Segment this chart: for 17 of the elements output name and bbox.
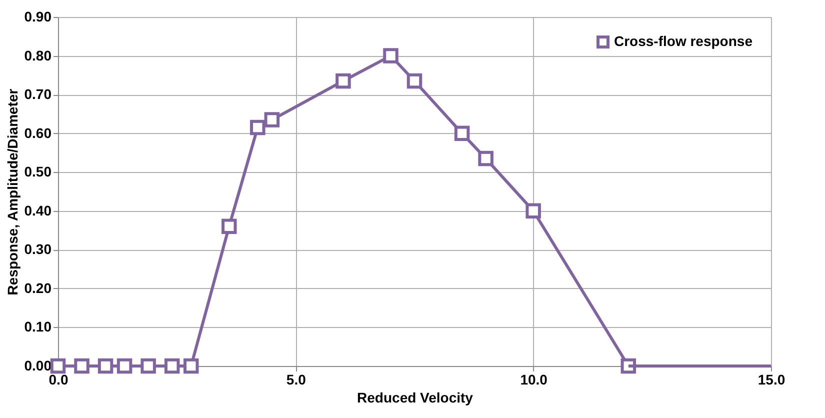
y-tick-label: 0.00 [24,358,52,374]
legend-label: Cross-flow response [614,33,753,49]
y-tick-label: 0.20 [24,280,52,296]
y-tick-label: 0.60 [24,124,52,141]
x-tick-label: 15.0 [758,372,786,388]
x-tick-label: 10.0 [520,372,548,388]
x-tick-label: 5.0 [286,372,306,388]
x-axis-title: Reduced Velocity [357,390,474,406]
y-tick-label: 0.50 [24,164,52,180]
y-tick-label: 0.40 [24,202,52,218]
y-tick-label: 0.80 [24,47,52,64]
y-axis-title: Response, Amplitude/Diameter [4,88,20,296]
y-tick-label: 0.70 [24,86,52,102]
y-tick-label: 0.30 [24,241,52,258]
y-tick-label: 0.90 [24,8,52,24]
y-tick-label: 0.10 [24,318,52,335]
x-tick-label: 0.0 [48,372,68,388]
